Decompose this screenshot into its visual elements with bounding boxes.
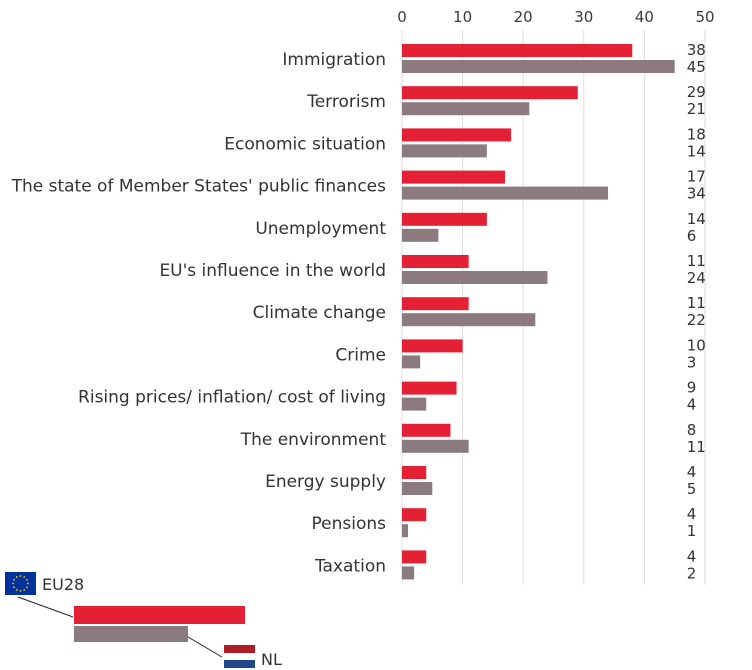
bar-nl: [402, 271, 548, 284]
eu-flag-star: [23, 576, 26, 578]
x-tick-label: 30: [574, 8, 593, 26]
bar-eu28: [402, 86, 578, 100]
category-label: Economic situation: [224, 134, 386, 154]
bar-nl: [402, 566, 415, 580]
eu-flag-star: [15, 589, 18, 591]
x-axis: 0 10 20 30 40 50: [397, 8, 714, 26]
value-label-eu28: 14: [687, 210, 706, 228]
eu-flag-star: [13, 578, 15, 581]
legend-swatch-nl: [74, 626, 188, 642]
eu-flag-star: [15, 576, 18, 578]
eu-flag-star: [19, 575, 22, 577]
value-label-nl: 21: [687, 100, 706, 118]
value-label-nl: 22: [687, 311, 706, 329]
bar-nl: [402, 60, 675, 73]
bar-eu28: [402, 381, 457, 395]
netherlands-flag-icon: [224, 645, 255, 668]
eu-flag-star: [12, 582, 14, 585]
x-tick-label: 10: [453, 8, 472, 26]
eu-flag-star: [13, 586, 15, 589]
bar-nl: [402, 355, 421, 369]
bar-eu28: [402, 550, 427, 564]
x-tick-label: 0: [397, 8, 407, 26]
value-label-eu28: 38: [687, 41, 706, 59]
eu-flag-star: [23, 589, 26, 591]
bar-eu28: [402, 212, 487, 226]
bar-eu28: [402, 170, 506, 184]
category-label: Climate change: [253, 303, 386, 323]
category-label: EU's influence in the world: [159, 261, 386, 281]
bar-nl: [402, 482, 433, 495]
bar-nl: [402, 397, 427, 411]
bar-eu28: [402, 44, 633, 57]
legend-swatch-eu28: [74, 606, 245, 624]
legend-label-nl: NL: [261, 650, 282, 669]
value-label-nl: 4: [687, 396, 697, 414]
eu-flag-star: [27, 582, 29, 585]
bar-nl: [402, 313, 536, 327]
x-tick-label: 40: [635, 8, 654, 26]
value-label-nl: 1: [687, 522, 697, 540]
value-label-eu28: 11: [687, 294, 706, 312]
value-label-nl: 3: [687, 353, 697, 371]
bar-eu28: [402, 297, 469, 311]
value-labels: 3845292118141734146112411221039481145414…: [687, 41, 706, 582]
value-label-nl: 6: [687, 227, 697, 245]
value-label-eu28: 18: [687, 125, 706, 143]
value-label-nl: 2: [687, 564, 697, 582]
x-tick-label: 20: [514, 8, 533, 26]
legend: EU28 NL: [5, 572, 282, 669]
bar-eu28: [402, 339, 463, 353]
category-label: Crime: [335, 345, 386, 365]
bar-eu28: [402, 466, 427, 479]
bar-nl: [402, 144, 487, 158]
bar-eu28: [402, 508, 427, 522]
eu-flag-star: [26, 578, 28, 581]
category-label: The environment: [240, 430, 387, 450]
eu-flag-star: [26, 586, 28, 589]
category-label: Unemployment: [255, 219, 386, 239]
bar-nl: [402, 228, 439, 242]
value-label-eu28: 4: [687, 505, 697, 523]
x-tick-label: 50: [695, 8, 714, 26]
bar-eu28: [402, 255, 469, 268]
value-label-eu28: 8: [687, 421, 697, 439]
value-label-eu28: 29: [687, 83, 706, 101]
category-label: Energy supply: [265, 472, 386, 492]
bar-eu28: [402, 128, 512, 142]
category-label: Terrorism: [306, 92, 386, 112]
category-label: Taxation: [314, 556, 386, 576]
value-label-nl: 45: [687, 58, 706, 76]
eu-flag-star: [19, 590, 22, 592]
legend-leader-nl: [187, 636, 223, 658]
bars: [402, 44, 675, 580]
legend-label-eu28: EU28: [42, 575, 84, 594]
category-label: Pensions: [312, 514, 387, 534]
legend-leader-eu28: [17, 596, 74, 618]
value-label-nl: 5: [687, 480, 697, 498]
category-label: The state of Member States' public finan…: [11, 177, 387, 197]
bar-nl: [402, 439, 469, 453]
bar-nl: [402, 524, 409, 538]
value-label-eu28: 4: [687, 463, 697, 481]
value-label-nl: 14: [687, 142, 706, 160]
value-label-eu28: 10: [687, 336, 706, 354]
value-label-eu28: 11: [687, 252, 706, 270]
category-label: Immigration: [282, 50, 386, 70]
value-label-nl: 11: [687, 438, 706, 456]
bar-nl: [402, 186, 609, 200]
value-label-nl: 24: [687, 269, 706, 287]
category-labels: Immigration Terrorism Economic situation Th…: [11, 50, 387, 576]
category-label: Rising prices/ inflation/ cost of living: [78, 388, 386, 408]
value-label-nl: 34: [687, 185, 706, 203]
value-label-eu28: 4: [687, 547, 697, 565]
value-label-eu28: 17: [687, 168, 706, 186]
eu-flag-icon: [5, 572, 36, 595]
bar-eu28: [402, 423, 451, 437]
value-label-eu28: 9: [687, 379, 697, 397]
bar-nl: [402, 102, 530, 116]
